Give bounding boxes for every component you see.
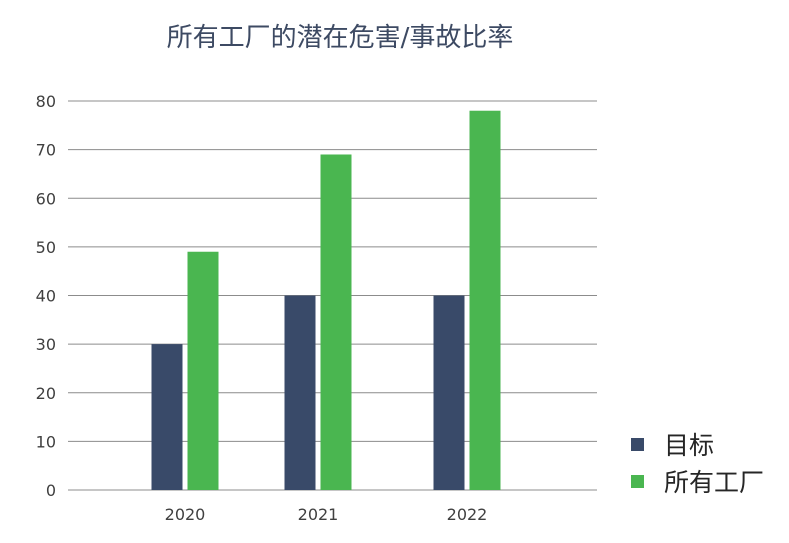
y-tick-label: 20 bbox=[36, 384, 56, 403]
y-tick-label: 80 bbox=[36, 92, 56, 111]
y-tick-label: 40 bbox=[36, 287, 56, 306]
y-tick-label: 50 bbox=[36, 238, 56, 257]
x-tick-label: 2021 bbox=[298, 505, 339, 524]
legend-swatch-target bbox=[631, 438, 644, 451]
y-tick-label: 10 bbox=[36, 432, 56, 451]
bar-target-2020 bbox=[151, 344, 183, 490]
bar-target-2021 bbox=[284, 295, 316, 490]
legend-swatch-all-plants bbox=[631, 475, 644, 488]
x-tick-label: 2022 bbox=[447, 505, 488, 524]
x-axis-ticks: 2020 2021 2022 bbox=[165, 505, 488, 524]
chart-title: 所有工厂的潜在危害/事故比率 bbox=[167, 23, 514, 53]
y-tick-label: 70 bbox=[36, 141, 56, 160]
bar-all-plants-2021 bbox=[320, 154, 352, 491]
y-tick-label: 60 bbox=[36, 189, 56, 208]
x-tick-label: 2020 bbox=[165, 505, 206, 524]
bar-all-plants-2022 bbox=[469, 110, 501, 490]
y-tick-label: 0 bbox=[46, 481, 56, 500]
y-tick-label: 30 bbox=[36, 335, 56, 354]
bars bbox=[151, 110, 501, 491]
y-axis-ticks: 0 10 20 30 40 50 60 70 80 bbox=[36, 92, 56, 500]
bar-all-plants-2020 bbox=[187, 251, 219, 490]
legend-label-target: 目标 bbox=[664, 431, 714, 460]
bar-target-2022 bbox=[433, 295, 465, 490]
legend-label-all-plants: 所有工厂 bbox=[664, 468, 764, 497]
